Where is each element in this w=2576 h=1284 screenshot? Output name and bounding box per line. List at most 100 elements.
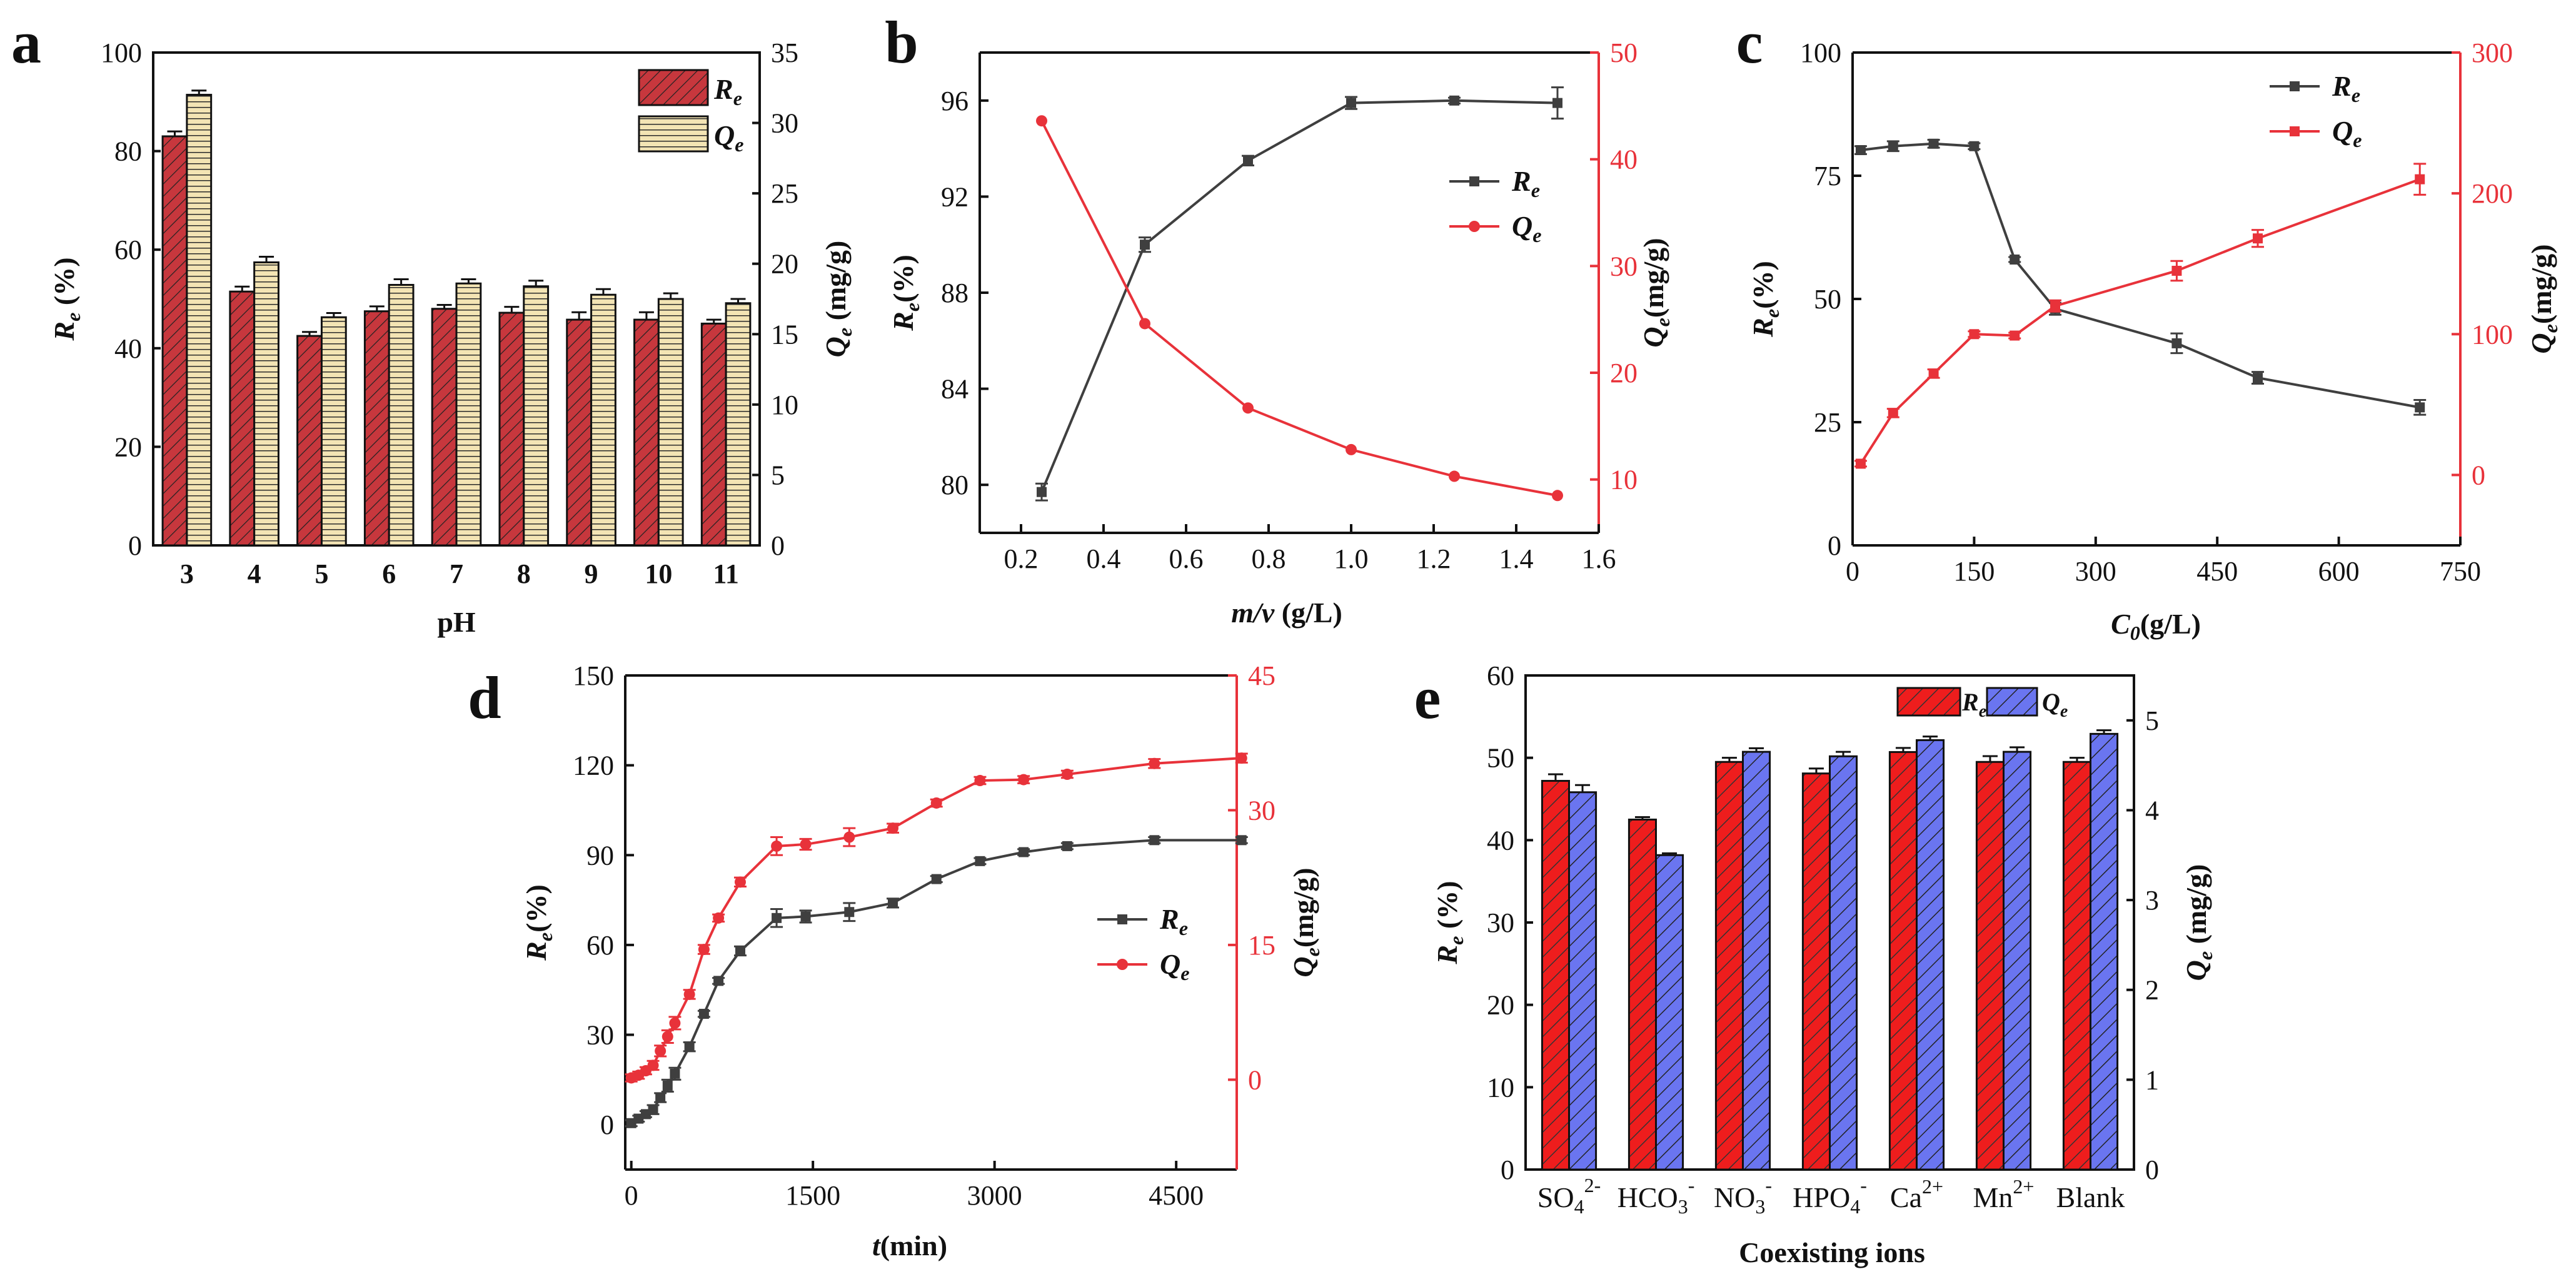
panel-d-point-Re — [844, 907, 855, 918]
panel-b-point-Qe — [1242, 402, 1254, 414]
panel-d-point-Qe — [930, 797, 942, 809]
panel-letter-a: a — [11, 9, 41, 76]
panel-a-right-tick-label: 35 — [771, 38, 798, 68]
panel-d-x-tick-label: 3000 — [967, 1180, 1022, 1211]
panel-c-point-Re — [2171, 338, 2182, 348]
panel-d-point-Qe — [683, 988, 695, 1000]
panel-c-point-Re — [1855, 145, 1866, 156]
panel-c-x-tick-label: 150 — [1953, 556, 1995, 587]
panel-a-bar-Qe — [590, 293, 616, 547]
panel-b-x-tick-label: 0.2 — [1004, 543, 1039, 574]
panel-a-legend-swatch-Re — [638, 69, 709, 106]
panel-b-point-Qe — [1552, 490, 1563, 502]
panel-d-legend-label-Re: Re — [1159, 903, 1188, 939]
panel-b-point-Re — [1449, 95, 1459, 106]
panel-c-point-Qe — [1928, 368, 1939, 379]
panel-a-x-tick-label: 9 — [585, 559, 598, 589]
panel-c-line-Qe — [1859, 178, 2420, 465]
panel-c-point-Qe — [1969, 329, 1980, 340]
panel-d-point-Qe — [1235, 752, 1247, 764]
panel-d-point-Re — [684, 1041, 695, 1052]
panel-a-bar-Re — [363, 310, 390, 547]
panel-b-x-tick-label: 1.6 — [1582, 543, 1616, 574]
panel-a-legend-swatch-Qe — [638, 115, 709, 153]
panel-b-left-tick-label: 84 — [941, 374, 969, 405]
panel-a-x-tick-label: 10 — [645, 559, 672, 589]
panel-a-bar-Qe — [455, 282, 482, 547]
panel-d-point-Qe — [800, 839, 812, 851]
panel-e-left-tick-label: 20 — [1487, 990, 1514, 1021]
panel-c-point-Qe — [2415, 174, 2425, 185]
panel-a-bar-Re — [700, 322, 727, 547]
panel-c-x-tick-label: 0 — [1846, 556, 1859, 587]
panel-a-bar-Qe — [657, 298, 684, 547]
panel-e-ylabel-left: Re (%) — [1431, 881, 1467, 964]
panel-c-legend-label-Qe: Qe — [2332, 115, 2362, 151]
panel-e-bar-Re — [1541, 780, 1570, 1171]
panel-b-x-tick-label: 1.4 — [1499, 543, 1534, 574]
panel-b-point-Re — [1243, 155, 1253, 166]
panel-d-point-Re — [655, 1093, 666, 1103]
panel-e-left-tick-label: 10 — [1487, 1072, 1514, 1103]
panel-b-legend-marker-Qe — [1469, 221, 1480, 232]
panel-c-x-tick-label: 600 — [2318, 556, 2360, 587]
panel-c-legend-label-Re: Re — [2332, 70, 2360, 106]
panel-d-point-Qe — [662, 1031, 673, 1043]
panel-d-point-Qe — [1018, 774, 1030, 786]
panel-c-ylabel-left-text: Re(%) — [1747, 261, 1783, 338]
panel-c-point-Qe — [2171, 265, 2182, 276]
panel-e-left-tick-label: 60 — [1487, 660, 1514, 691]
panel-d-x-tick-label: 0 — [625, 1180, 638, 1211]
panel-a-x-tick-label: 11 — [713, 559, 739, 589]
panel-d-point-Re — [648, 1105, 658, 1115]
panel-d-point-Qe — [698, 944, 710, 956]
panel-d-right-tick-label: 0 — [1248, 1064, 1262, 1095]
panel-b-x-tick-label: 0.6 — [1169, 543, 1204, 574]
panel-a-x-tick-label: 5 — [314, 559, 328, 589]
panel-a-bar-Qe — [186, 94, 213, 547]
panel-d-point-Qe — [887, 822, 898, 834]
panel-c-point-Re — [2253, 373, 2263, 383]
panel-b-line-Re — [1040, 99, 1558, 493]
panel-b-right-tick-label: 40 — [1610, 144, 1638, 175]
panel-e-x-tick-label: HPO4- — [1793, 1174, 1867, 1218]
panel-e-x-tick-label: HCO3- — [1618, 1174, 1695, 1218]
panel-e-left-tick-label: 50 — [1487, 743, 1514, 774]
panel-a-xlabel: pH — [437, 606, 476, 638]
panel-d-point-Qe — [713, 912, 725, 924]
panel-a-x-tick-label: 3 — [180, 559, 194, 589]
panel-b-legend-label-Re: Re — [1511, 165, 1540, 201]
panel-d-point-Qe — [974, 775, 986, 787]
panel-e-right-tick-label: 0 — [2145, 1155, 2159, 1185]
panel-e-legend-label-Qe: Qe — [2042, 688, 2068, 721]
panel-e-xlabel: Coexisting ions — [1739, 1236, 1925, 1268]
panel-d-point-Re — [662, 1080, 673, 1091]
panel-e-x-tick-label: Blank — [2056, 1181, 2125, 1213]
panel-a-left-tick-label: 80 — [114, 136, 142, 167]
panel-b-xlabel: m/v (g/L) — [1231, 597, 1342, 629]
panel-e-x-tick-label: SO42- — [1537, 1174, 1601, 1218]
panel-a-bar-Qe — [253, 261, 279, 547]
panel-e-right-tick-label: 1 — [2145, 1064, 2159, 1095]
panel-d-left-tick-label: 0 — [600, 1110, 614, 1140]
panel-c-legend-marker-Qe — [2290, 126, 2300, 136]
panel-b-point-Re — [1346, 98, 1356, 108]
panel-d-left-tick-label: 90 — [586, 840, 614, 871]
panel-letter-e: e — [1414, 664, 1441, 731]
panel-c-right-tick-label: 100 — [2472, 319, 2513, 350]
panel-e-legend-swatch-Qe — [1986, 687, 2038, 717]
panel-c-x-tick-label: 300 — [2075, 556, 2116, 587]
panel-a-left-tick-label: 40 — [114, 333, 142, 364]
panel-d-point-Qe — [843, 831, 855, 843]
panel-a-legend-label-Qe: Qe — [714, 119, 744, 156]
panel-b-legend-label-Qe: Qe — [1512, 210, 1542, 246]
panel-e-bar-Re — [1975, 761, 2005, 1171]
panel-b-line-Qe — [1040, 120, 1558, 497]
panel-d-legend-label-Qe: Qe — [1160, 948, 1190, 984]
panel-a-bar-Qe — [725, 302, 752, 547]
panel-e-bar-Re — [1628, 818, 1657, 1171]
panel-c-point-Qe — [2010, 330, 2020, 341]
panel-b-left-tick-label: 92 — [941, 181, 969, 212]
panel-a-x-tick-label: 6 — [382, 559, 396, 589]
panel-a-bar-Re — [161, 135, 188, 547]
